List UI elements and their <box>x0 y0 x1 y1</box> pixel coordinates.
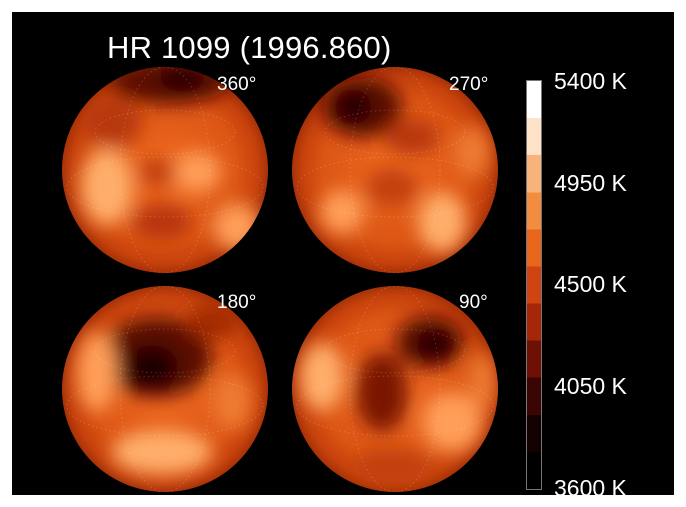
figure-title: HR 1099 (1996.860) <box>107 30 392 65</box>
surface-map-360 <box>62 67 268 273</box>
colorbar-label-4050: 4050 K <box>554 373 627 399</box>
colorbar-label-4500: 4500 K <box>554 271 627 297</box>
colorbar-label-3600: 3600 K <box>554 475 627 495</box>
surface-map-90 <box>292 286 498 492</box>
rotation-label-270: 270° <box>449 74 489 95</box>
colorbar-label-4950: 4950 K <box>554 170 627 196</box>
rotation-label-360: 360° <box>217 74 257 95</box>
coordinate-grid <box>66 67 494 492</box>
rotation-label-90: 90° <box>459 292 488 313</box>
stellar-surface-figure: HR 1099 (1996.860) <box>12 12 674 495</box>
rotation-label-180: 180° <box>217 292 257 313</box>
temperature-colorbar <box>526 80 542 490</box>
doppler-maps <box>62 67 498 492</box>
surface-map-270 <box>292 67 498 273</box>
colorbar-label-5400: 5400 K <box>554 68 627 94</box>
surface-map-180 <box>62 286 268 492</box>
